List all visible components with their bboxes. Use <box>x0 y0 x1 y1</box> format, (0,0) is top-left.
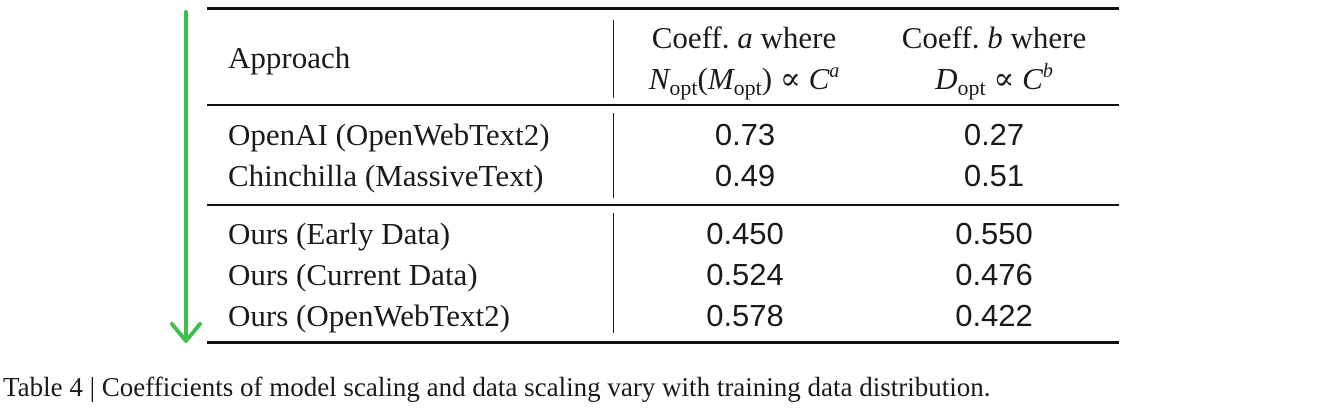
down-arrow-icon <box>170 10 202 343</box>
column-separator <box>613 113 614 198</box>
header-coeff-a-formula: Nopt(Mopt) ∝ Ca <box>648 60 840 100</box>
group-rule <box>207 204 1119 206</box>
column-separator <box>613 213 614 333</box>
bottom-rule <box>207 341 1119 344</box>
table-row-coeff-b: 0.27 <box>963 117 1025 152</box>
table-row-coeff-b: 0.51 <box>963 158 1025 193</box>
top-rule <box>207 7 1119 10</box>
table-row-approach: Ours (Current Data) <box>228 257 478 292</box>
column-separator <box>613 20 614 98</box>
header-rule <box>207 104 1119 106</box>
table-row-coeff-a: 0.578 <box>706 298 784 333</box>
table-row-approach: Ours (OpenWebText2) <box>228 298 510 333</box>
table-row-coeff-a: 0.73 <box>714 117 776 152</box>
header-coeff-b: Coeff. b where <box>869 22 1119 53</box>
table-row-approach: Ours (Early Data) <box>228 216 451 251</box>
table-row-coeff-a: 0.450 <box>706 216 784 251</box>
header-coeff-a-label: Coeff. a where <box>651 20 837 55</box>
table-row-approach: OpenAI (OpenWebText2) <box>228 117 550 152</box>
table-row-coeff-b: 0.476 <box>955 257 1033 292</box>
table-row-approach: Chinchilla (MassiveText) <box>228 158 544 193</box>
header-coeff-a: Coeff. a where <box>619 22 869 53</box>
table-row-coeff-b: 0.422 <box>955 298 1033 333</box>
header-coeff-b-label: Coeff. b where <box>901 20 1087 55</box>
header-coeff-b-formula: Dopt ∝ Cb <box>935 60 1053 100</box>
table-row-coeff-a: 0.49 <box>714 158 776 193</box>
header-approach: Approach <box>228 40 351 75</box>
table-row-coeff-a: 0.524 <box>706 257 784 292</box>
table-row-coeff-b: 0.550 <box>955 216 1033 251</box>
table-caption: Table 4 | Coefficients of model scaling … <box>3 372 991 402</box>
